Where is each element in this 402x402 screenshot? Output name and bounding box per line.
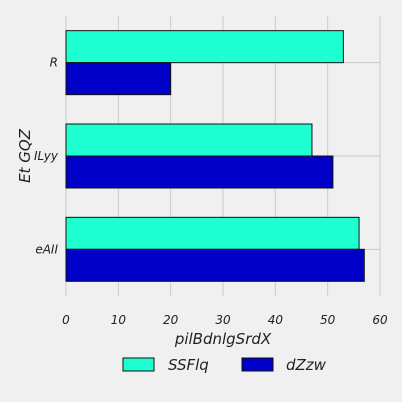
x-tick-label: 60 xyxy=(372,313,388,327)
y-tick-label: eAII xyxy=(35,242,58,256)
bar-dZzw-R xyxy=(65,62,172,96)
y-tick-label: R xyxy=(50,56,58,70)
legend: SSFlq dZzw xyxy=(122,356,327,374)
y-tick-label: ILyy xyxy=(34,149,59,163)
x-tick-label: 30 xyxy=(215,313,231,327)
x-tick-label: 40 xyxy=(268,313,284,327)
y-axis-title: Et GQZ xyxy=(16,128,34,183)
bar-SSFlq-eAII xyxy=(65,216,360,250)
bar-SSFlq-ILyy xyxy=(65,123,313,157)
legend-label-SSFlq: SSFlq xyxy=(168,356,209,374)
bars xyxy=(65,30,365,282)
x-axis-title: pilBdnlgSrdX xyxy=(174,330,272,348)
y-tick-labels: R ILyy eAII xyxy=(34,56,59,257)
x-tick-label: 50 xyxy=(320,313,336,327)
legend-swatch-dZzw xyxy=(241,357,274,372)
bar-dZzw-ILyy xyxy=(65,155,334,189)
legend-swatch-SSFlq xyxy=(122,357,155,372)
x-tick-labels: 0 10 20 30 40 50 60 xyxy=(62,313,388,327)
bar-SSFlq-R xyxy=(65,30,344,64)
bar-dZzw-eAII xyxy=(65,248,365,282)
x-tick-label: 20 xyxy=(163,313,179,327)
x-tick-label: 10 xyxy=(111,313,127,327)
x-tick-label: 0 xyxy=(62,313,70,327)
legend-label-dZzw: dZzw xyxy=(286,356,327,374)
